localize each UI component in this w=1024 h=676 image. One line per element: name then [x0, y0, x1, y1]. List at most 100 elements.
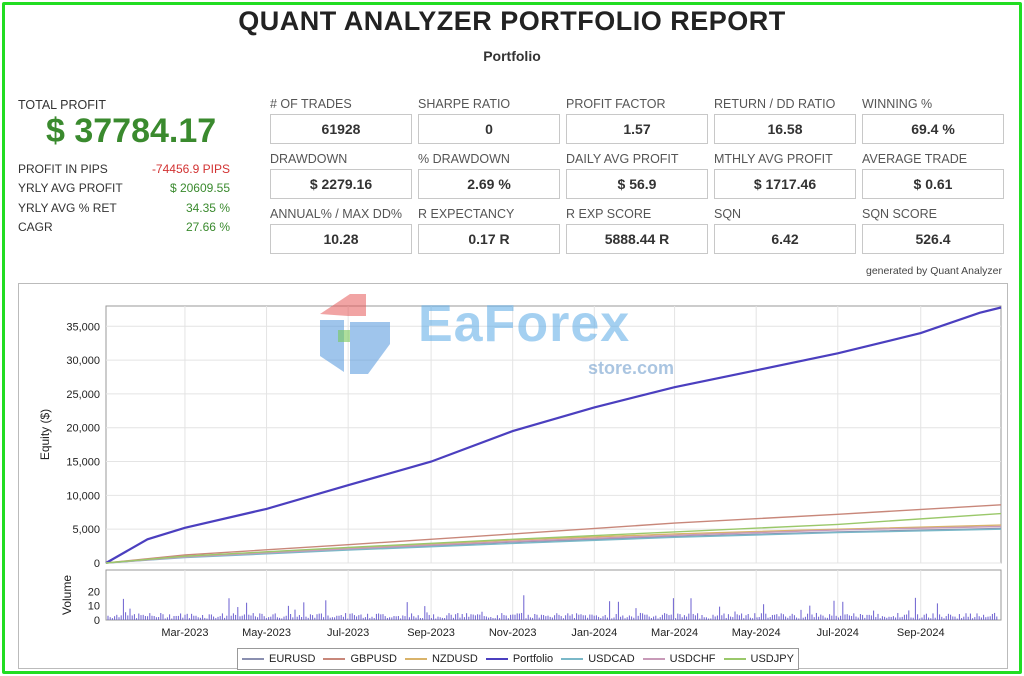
stat-value: -74456.9 PIPS: [151, 161, 230, 176]
legend-label: USDJPY: [750, 653, 794, 665]
metric-value: $ 56.9: [566, 169, 708, 199]
legend-swatch: [242, 658, 264, 660]
y-tick-label: 25,000: [66, 389, 100, 401]
equity-chart-panel: 0 5,000 10,000 15,000 20,000 25,000 30,000 35,0…: [18, 283, 1008, 669]
report-subtitle: Portfolio: [483, 48, 541, 64]
series-line-usdjpy: [105, 512, 1002, 564]
stat-value: 34.35 %: [185, 200, 230, 215]
volume-tick-label: 20: [88, 586, 100, 598]
metric-label: DRAWDOWN: [270, 152, 348, 166]
x-tick-label: Mar-2023: [161, 627, 208, 639]
stat-profit-in-pips: PROFIT IN PIPS -74456.9 PIPS: [18, 159, 230, 179]
metric-label: AVERAGE TRADE: [862, 152, 968, 166]
generated-by-note: generated by Quant Analyzer: [865, 265, 1002, 277]
metric-sqn-score: SQN SCORE 526.4: [862, 207, 1004, 254]
metric-value: 16.58: [714, 114, 856, 144]
legend-swatch: [723, 658, 746, 660]
stat-yrly-avg-ret: YRLY AVG % RET 34.35 %: [18, 198, 230, 218]
metric-r-expectancy: R EXPECTANCY 0.17 R: [418, 207, 560, 254]
legend-label: Portfolio: [512, 653, 554, 665]
metric-value: 0: [418, 114, 560, 144]
x-tick-label: Sep-2024: [897, 627, 945, 639]
metric-label: DAILY AVG PROFIT: [566, 152, 679, 166]
volume-tick-label: 0: [94, 615, 100, 627]
legend-item-gbpusd: GBPUSD: [323, 653, 397, 665]
x-tick-label: Jan-2024: [571, 627, 617, 639]
metric-label: R EXPECTANCY: [418, 207, 515, 221]
metric-label: SHARPE RATIO: [418, 97, 511, 111]
series-line-gbpusd: [105, 504, 1002, 564]
metric-value: 6.42: [714, 224, 856, 254]
equity-chart: 0 5,000 10,000 15,000 20,000 25,000 30,000 35,0…: [38, 305, 1002, 639]
metric-return-dd: RETURN / DD RATIO 16.58: [714, 97, 856, 144]
metric-label: # OF TRADES: [270, 97, 352, 111]
chart-legend: EURUSD GBPUSD NZDUSD Portfolio USDCAD USDCHF U…: [237, 648, 799, 670]
metric-profit-factor: PROFIT FACTOR 1.57: [566, 97, 708, 144]
metric-annual-dd: ANNUAL% / MAX DD% 10.28: [270, 207, 412, 254]
stat-label: CAGR: [18, 220, 53, 235]
report-title: QUANT ANALYZER PORTFOLIO REPORT: [238, 6, 786, 36]
metric-label: R EXP SCORE: [566, 207, 652, 221]
metric-drawdown: DRAWDOWN $ 2279.16: [270, 152, 412, 199]
legend-item-portfolio: Portfolio: [485, 653, 554, 665]
legend-label: EURUSD: [269, 653, 316, 665]
metric-pct-drawdown: % DRAWDOWN 2.69 %: [418, 152, 560, 199]
metric-label: SQN SCORE: [862, 207, 938, 221]
x-tick-label: May-2024: [732, 627, 781, 639]
metric-value: 526.4: [862, 224, 1004, 254]
metric-value: 1.57: [566, 114, 708, 144]
y-tick-label: 15,000: [66, 457, 100, 469]
metric-value: $ 0.61: [862, 169, 1004, 199]
metric-label: ANNUAL% / MAX DD%: [270, 207, 402, 221]
volume-tick-label: 10: [88, 601, 100, 613]
metric-value: $ 2279.16: [270, 169, 412, 199]
legend-label: NZDUSD: [431, 653, 478, 665]
stat-yrly-avg-profit: YRLY AVG PROFIT $ 20609.55: [18, 179, 230, 199]
legend-label: USDCHF: [669, 653, 716, 665]
x-tick-label: Mar-2024: [651, 627, 698, 639]
y-tick-label: 0: [94, 558, 100, 570]
legend-label: GBPUSD: [350, 653, 397, 665]
stat-value: $ 20609.55: [169, 181, 230, 196]
legend-item-nzdusd: NZDUSD: [404, 653, 478, 665]
y-tick-label: 5,000: [72, 524, 100, 536]
x-tick-label: Jul-2023: [327, 627, 369, 639]
metric-label: PROFIT FACTOR: [566, 97, 666, 111]
metric-value: 10.28: [270, 224, 412, 254]
metric-trades: # OF TRADES 61928: [270, 97, 412, 144]
stat-label: YRLY AVG % RET: [18, 200, 117, 215]
x-tick-label: Nov-2023: [489, 627, 537, 639]
stat-label: PROFIT IN PIPS: [18, 161, 108, 176]
legend-item-usdcad: USDCAD: [561, 653, 635, 665]
total-profit-value: $ 37784.17: [46, 112, 217, 150]
metric-sharpe: SHARPE RATIO 0: [418, 97, 560, 144]
legend-label: USDCAD: [588, 653, 635, 665]
series-line-portfolio: [105, 306, 1002, 564]
metric-value: 69.4 %: [862, 114, 1004, 144]
legend-swatch: [404, 658, 427, 660]
metric-daily-avg: DAILY AVG PROFIT $ 56.9: [566, 152, 708, 199]
metric-label: RETURN / DD RATIO: [714, 97, 836, 111]
y-tick-label: 20,000: [66, 423, 100, 435]
metric-winning: WINNING % 69.4 %: [862, 97, 1004, 144]
volume-axis-label: Volume: [60, 575, 74, 615]
x-tick-label: Sep-2023: [407, 627, 455, 639]
metric-monthly-avg: MTHLY AVG PROFIT $ 1717.46: [714, 152, 856, 199]
metric-value: 2.69 %: [418, 169, 560, 199]
x-tick-label: Jul-2024: [817, 627, 859, 639]
y-tick-label: 10,000: [66, 490, 100, 502]
metrics-grid: # OF TRADES 61928 SHARPE RATIO 0 PROFIT FA…: [270, 97, 1005, 254]
legend-swatch: [485, 658, 508, 660]
metric-value: 0.17 R: [418, 224, 560, 254]
y-tick-label: 30,000: [66, 355, 100, 367]
metric-value: $ 1717.46: [714, 169, 856, 199]
metric-label: WINNING %: [862, 97, 933, 111]
x-tick-label: May-2023: [242, 627, 291, 639]
metric-sqn: SQN 6.42: [714, 207, 856, 254]
metric-average-trade: AVERAGE TRADE $ 0.61: [862, 152, 1004, 199]
volume-plot-area: [105, 569, 1002, 621]
metric-value: 5888.44 R: [566, 224, 708, 254]
side-stats: PROFIT IN PIPS -74456.9 PIPS YRLY AVG PR…: [18, 159, 230, 237]
y-axis-label: Equity ($): [38, 409, 52, 460]
